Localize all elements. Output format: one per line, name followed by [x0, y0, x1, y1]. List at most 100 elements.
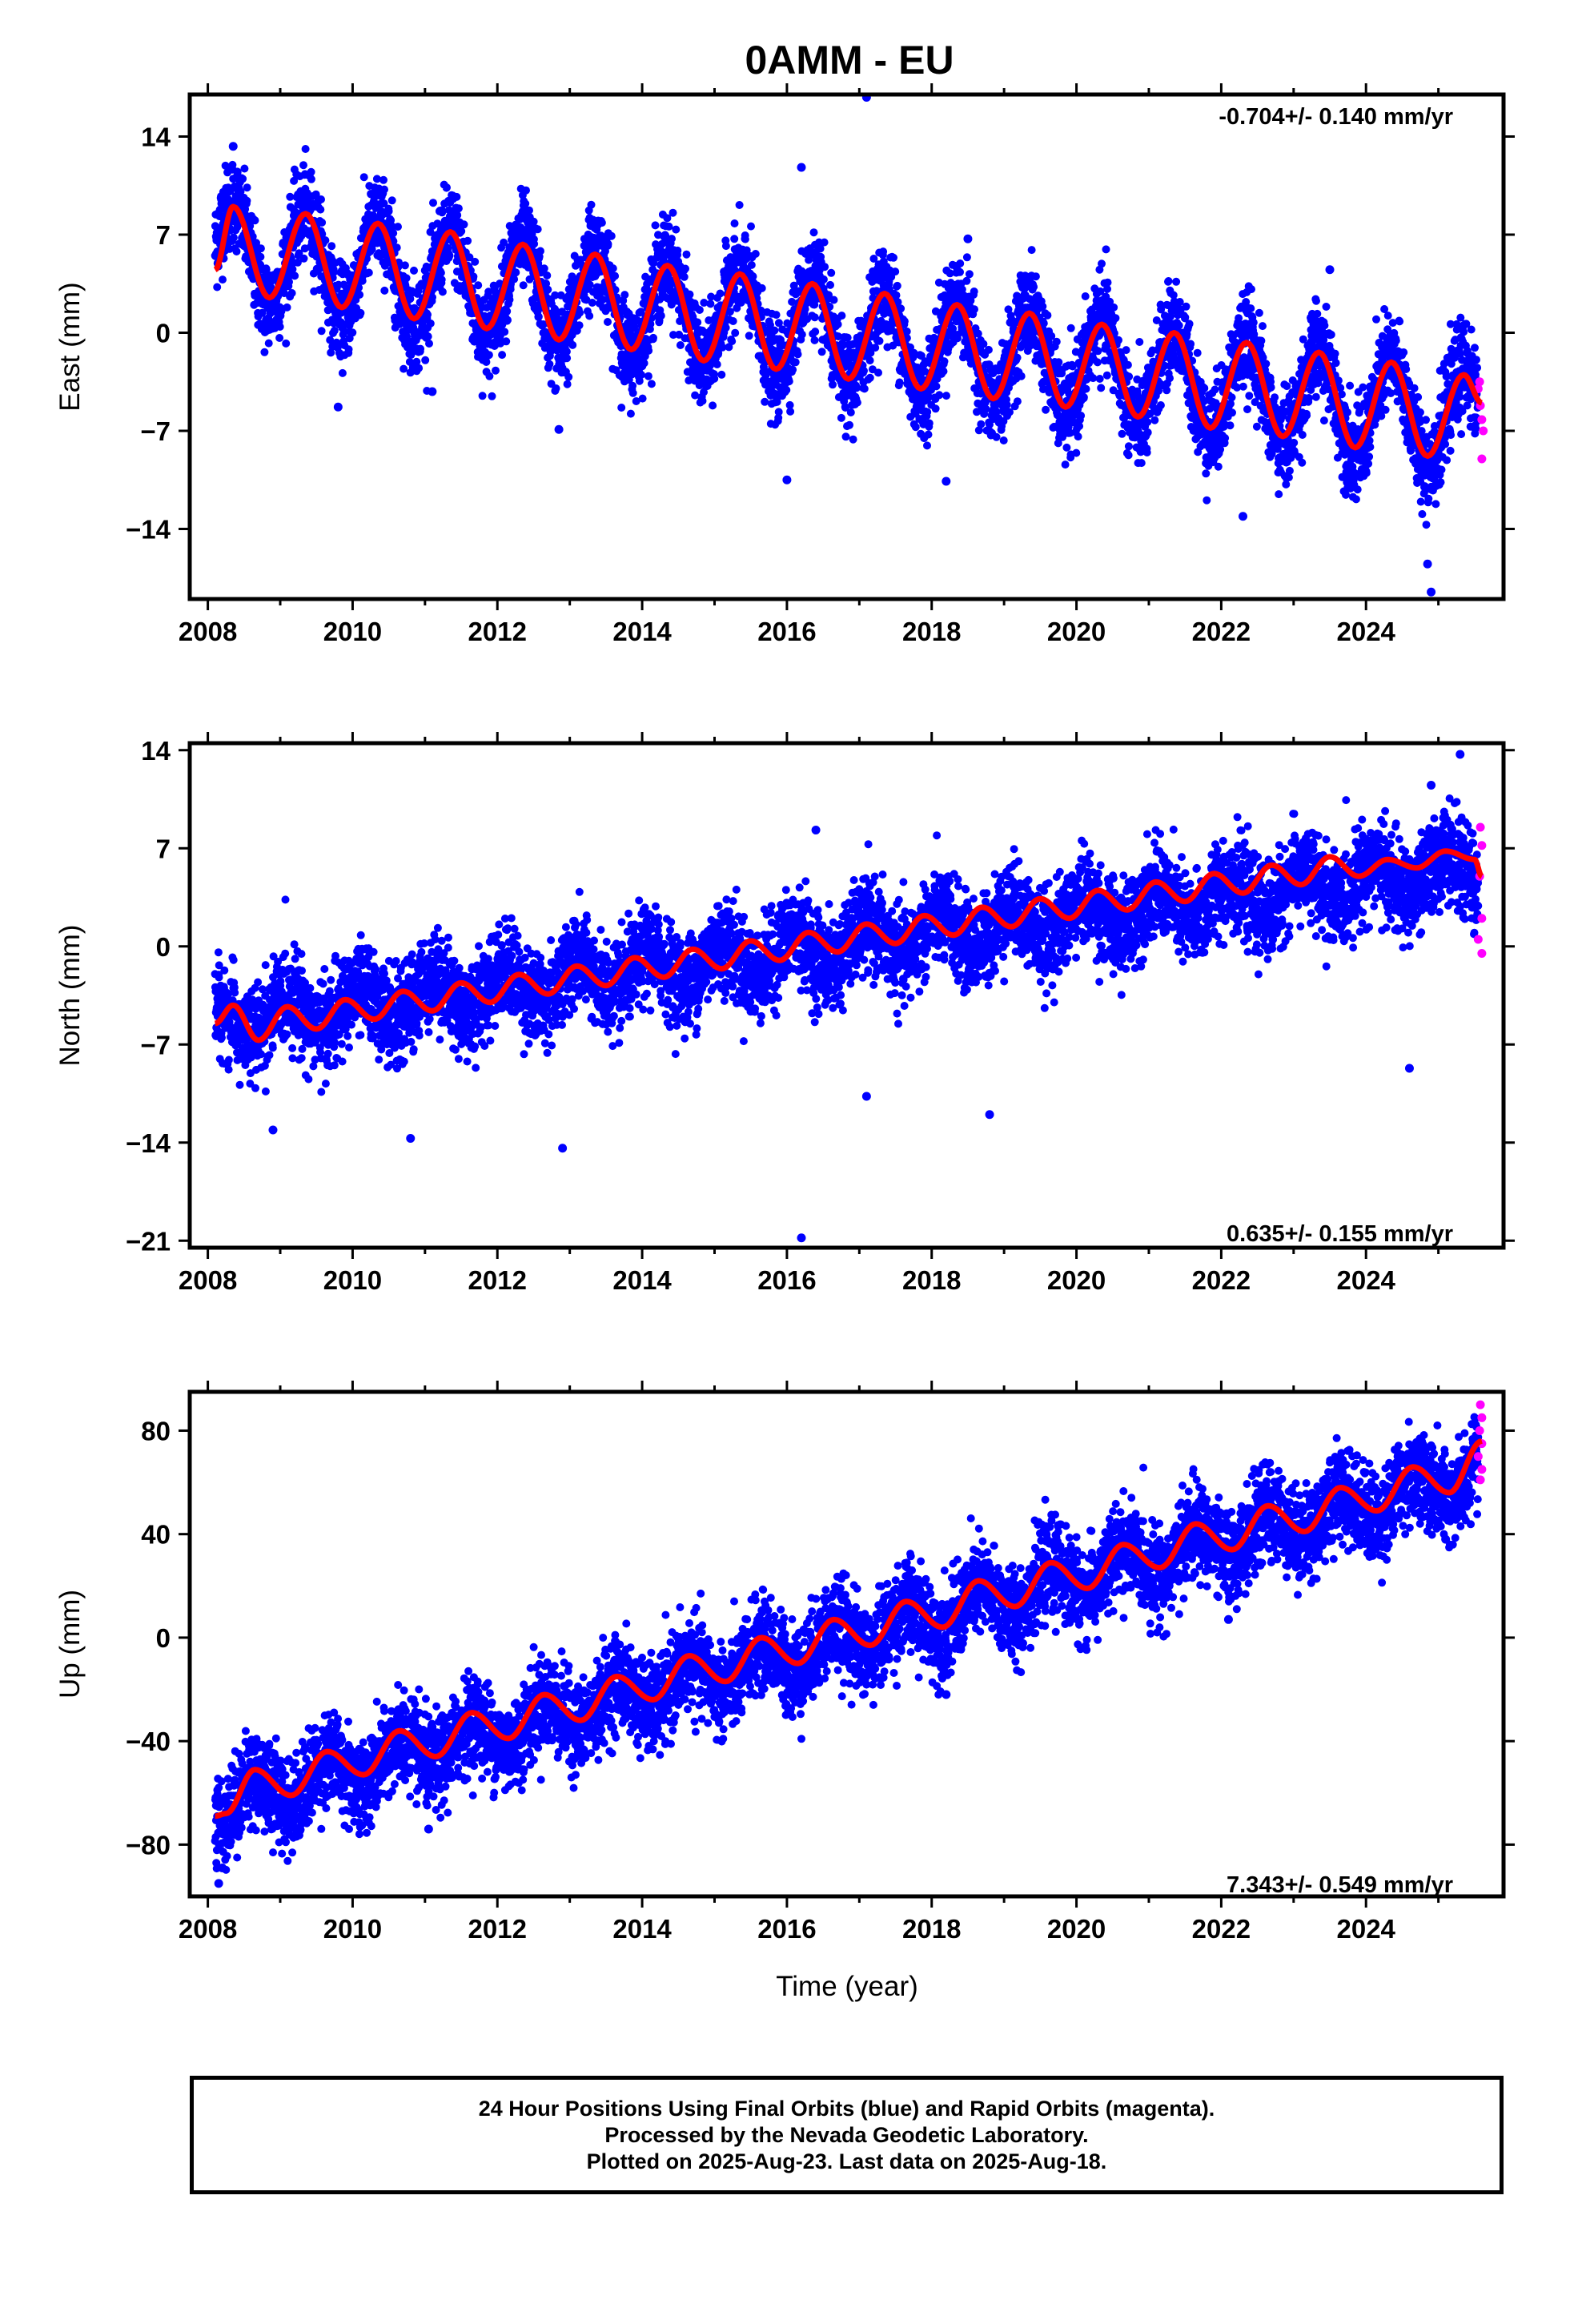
east-rapid-point — [1479, 426, 1488, 436]
up-outlier-point — [1441, 1534, 1451, 1544]
east-y-tick-label: 14 — [141, 123, 171, 152]
north-panel: 2008 2010 2012 2014 2016 2018 2020 2022 2024 14 7 0… — [54, 732, 1515, 1295]
up-x-tick-label: 2022 — [1192, 1914, 1251, 1944]
east-outlier-point — [428, 387, 437, 396]
east-rate-label: -0.704+/- 0.140 mm/yr — [1219, 104, 1453, 130]
east-y-tick-label: −14 — [126, 515, 171, 545]
east-outlier-point — [782, 475, 792, 485]
east-outlier-point — [554, 424, 564, 434]
east-x-tick-label: 2012 — [468, 617, 527, 646]
up-outlier-point — [214, 1879, 223, 1888]
east-plot-frame — [187, 92, 1506, 601]
north-x-tick-label: 2022 — [1192, 1265, 1251, 1295]
up-outlier-point — [942, 1690, 951, 1699]
up-y-tick-label: −40 — [126, 1727, 171, 1756]
north-y-tick-label: −21 — [126, 1226, 171, 1256]
east-x-tick-label: 2018 — [902, 617, 961, 646]
footer-note: 24 Hour Positions Using Final Orbits (bl… — [190, 2076, 1504, 2194]
up-rapid-point — [1475, 1425, 1484, 1435]
north-outlier-point — [1456, 750, 1465, 759]
east-x-tick-label: 2010 — [323, 617, 382, 646]
north-x-tick-label: 2018 — [902, 1265, 961, 1295]
north-y-tick-label: 0 — [156, 932, 171, 962]
up-rate-label: 7.343+/- 0.549 mm/yr — [1227, 1872, 1453, 1898]
north-outlier-point — [811, 826, 821, 834]
north-plot-frame — [187, 741, 1506, 1250]
footer-line-1: 24 Hour Positions Using Final Orbits (bl… — [478, 2096, 1215, 2121]
up-panel: 2008 2010 2012 2014 2016 2018 2020 2022 2024 80 40… — [54, 1381, 1515, 1944]
up-rapid-point — [1477, 1465, 1487, 1474]
up-model-curve — [213, 1438, 1483, 1819]
east-outlier-point — [942, 476, 951, 486]
up-x-tick-label: 2012 — [468, 1914, 527, 1944]
east-x-tick-label: 2024 — [1337, 617, 1396, 646]
up-axis-label: Up (mm) — [54, 1590, 86, 1699]
east-x-tick-label: 2008 — [179, 617, 237, 646]
east-x-tick-label: 2014 — [612, 617, 672, 646]
up-y-tick-label: 0 — [156, 1623, 171, 1653]
up-x-tick-label: 2016 — [757, 1914, 816, 1944]
up-outlier-point — [797, 1692, 806, 1702]
north-outlier-point — [797, 1233, 806, 1243]
east-x-tick-label: 2016 — [757, 617, 816, 646]
north-daily-cloud — [211, 794, 1483, 1096]
footer-line-3: Plotted on 2025-Aug-23. Last data on 202… — [586, 2149, 1107, 2173]
north-rapid-point — [1476, 822, 1485, 832]
up-x-tick-label: 2010 — [323, 1914, 382, 1944]
east-outlier-point — [228, 142, 238, 151]
east-model-curve — [213, 203, 1484, 459]
east-panel: 2008 2010 2012 2014 2016 2018 2020 2022 2024 14 7 0… — [54, 83, 1515, 646]
north-x-tick-label: 2016 — [757, 1265, 816, 1295]
north-rapid-point — [1473, 935, 1483, 944]
up-data-layer — [211, 1400, 1487, 1888]
up-outlier-point — [1223, 1614, 1233, 1624]
north-rapid-point — [1477, 914, 1487, 923]
east-x-tick-label: 2020 — [1047, 617, 1106, 646]
east-rapid-point — [1477, 454, 1487, 464]
up-rapid-point — [1477, 1413, 1487, 1422]
north-model-curve — [213, 848, 1484, 1043]
up-outlier-point — [218, 1863, 227, 1872]
east-y-tick-label: 0 — [156, 319, 171, 348]
east-outlier-point — [1239, 512, 1248, 521]
east-outlier-point — [333, 402, 343, 412]
north-y-tick-label: −7 — [140, 1030, 171, 1059]
east-y-tick-label: −7 — [140, 416, 171, 446]
east-outlier-point — [797, 163, 806, 172]
north-outlier-point — [558, 1144, 568, 1153]
north-outlier-point — [1427, 781, 1436, 790]
north-y-tick-label: −14 — [126, 1128, 171, 1158]
north-x-tick-label: 2014 — [612, 1265, 672, 1295]
east-y-tick-label: 7 — [156, 220, 171, 250]
north-outlier-point — [268, 1125, 278, 1135]
up-outlier-point — [424, 1824, 433, 1834]
north-outlier-point — [985, 1110, 994, 1120]
x-axis-label: Time (year) — [776, 1971, 918, 2002]
up-y-tick-label: −80 — [126, 1830, 171, 1860]
up-x-tick-label: 2020 — [1047, 1914, 1106, 1944]
up-x-tick-label: 2014 — [612, 1914, 672, 1944]
east-axis-label: East (mm) — [54, 282, 86, 411]
east-rapid-point — [1477, 415, 1487, 424]
north-rate-label: 0.635+/- 0.155 mm/yr — [1227, 1221, 1453, 1247]
north-x-tick-label: 2020 — [1047, 1265, 1106, 1295]
north-x-tick-label: 2008 — [179, 1265, 237, 1295]
up-plot-frame — [187, 1389, 1506, 1899]
east-outlier-point — [1423, 559, 1432, 569]
east-outlier-point — [1325, 265, 1335, 275]
east-outlier-point — [1427, 587, 1436, 597]
north-rapid-point — [1477, 949, 1487, 958]
north-outlier-point — [861, 1092, 871, 1101]
north-outlier-point — [406, 1134, 416, 1143]
north-axis-label: North (mm) — [54, 925, 86, 1067]
east-data-layer — [211, 94, 1488, 597]
north-outlier-point — [1404, 1063, 1414, 1073]
east-rapid-point — [1475, 377, 1484, 387]
north-x-tick-label: 2024 — [1337, 1265, 1396, 1295]
up-y-tick-label: 80 — [141, 1416, 171, 1445]
up-x-tick-label: 2018 — [902, 1914, 961, 1944]
up-y-tick-label: 40 — [141, 1520, 171, 1550]
up-daily-cloud — [211, 1413, 1483, 1874]
up-rapid-point — [1476, 1475, 1485, 1485]
